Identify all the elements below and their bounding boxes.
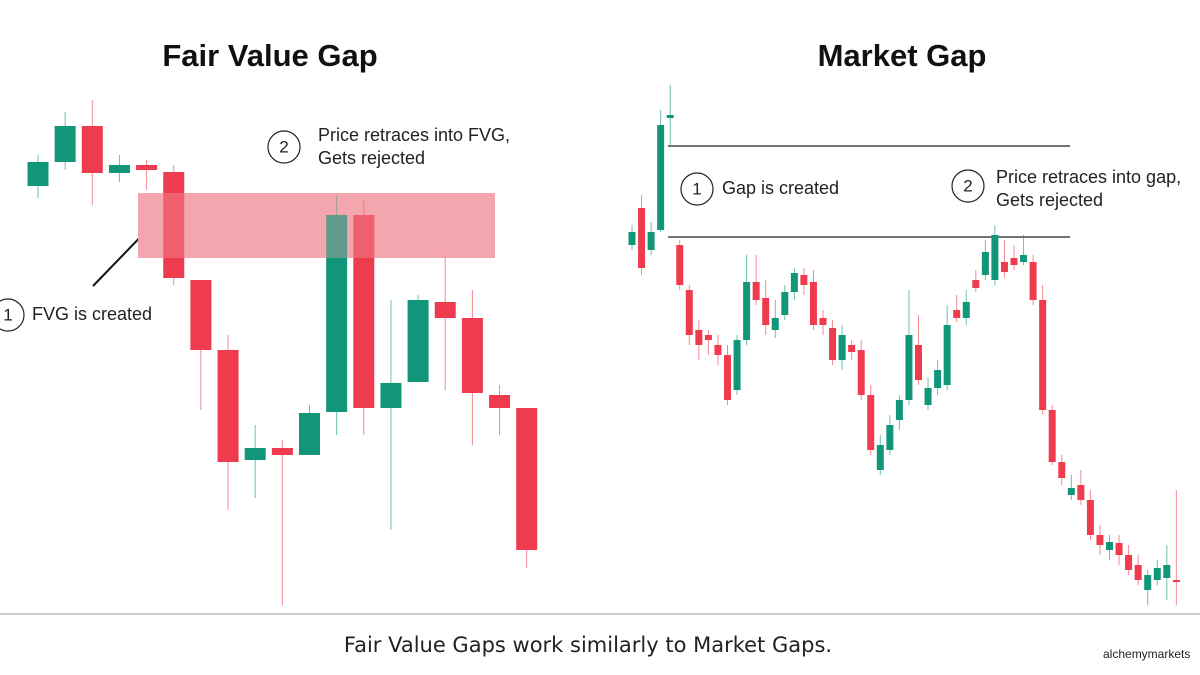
candle-body — [781, 292, 789, 315]
candle-body — [857, 350, 865, 395]
annotation-text: Gap is created — [722, 178, 839, 198]
candle-body — [163, 172, 185, 278]
annotation-text: Gets rejected — [318, 148, 425, 168]
candle-body — [905, 335, 913, 400]
caption: Fair Value Gaps work similarly to Market… — [344, 633, 832, 657]
candle-body — [876, 445, 884, 470]
candle-body — [819, 318, 827, 325]
candle-body — [915, 345, 922, 380]
annotation-circle — [0, 298, 25, 332]
candle-body — [972, 280, 980, 288]
candle-body — [136, 165, 158, 170]
annotation-circle — [951, 169, 985, 203]
candle-body — [991, 235, 999, 280]
candle-body — [895, 400, 903, 420]
candle-body — [762, 298, 770, 325]
candle-body — [516, 408, 538, 550]
annotation-circle — [267, 130, 301, 164]
candle-body — [934, 370, 942, 388]
annotation-text: Gets rejected — [996, 190, 1103, 210]
candle-body — [1067, 488, 1075, 495]
candle-body — [628, 232, 636, 245]
candle-body — [1115, 543, 1123, 555]
candle-body — [752, 282, 760, 300]
candle-body — [1039, 300, 1047, 410]
candle-body — [326, 215, 348, 412]
candle-body — [1000, 262, 1008, 272]
candle-body — [489, 395, 511, 408]
candle-body — [771, 318, 779, 330]
annotation-number: 2 — [963, 176, 972, 195]
candle-body — [1048, 410, 1056, 462]
candle-body — [886, 425, 894, 450]
annotation-number: 1 — [3, 305, 12, 324]
candle-body — [271, 448, 293, 455]
candle-body — [800, 275, 808, 285]
candle-body — [1086, 500, 1094, 535]
candle-body — [1125, 555, 1133, 570]
fvg-zone — [138, 193, 495, 258]
candle-body — [838, 335, 846, 360]
annotation-text: FVG is created — [32, 304, 152, 324]
candle-body — [647, 232, 655, 250]
candle-body — [743, 282, 751, 340]
annotation-circle — [680, 172, 714, 206]
candle-body — [1134, 565, 1142, 580]
candle-body — [299, 413, 320, 455]
candle-body — [733, 340, 741, 390]
candle-body — [1010, 258, 1018, 265]
candle-body — [27, 162, 49, 186]
candle-body — [962, 302, 970, 318]
candle-body — [1058, 462, 1066, 478]
candle-body — [1029, 262, 1037, 300]
candle-body — [685, 290, 693, 335]
annotation-number: 1 — [692, 179, 701, 198]
candle-body — [1077, 485, 1085, 500]
candle-body — [714, 345, 722, 355]
candle-body — [54, 126, 76, 162]
candle-body — [81, 126, 103, 173]
candle-body — [666, 115, 674, 118]
candle-body — [217, 350, 239, 462]
candle-body — [1153, 568, 1161, 580]
candle-body — [953, 310, 961, 318]
annotation-number: 2 — [279, 137, 288, 156]
candle-body — [676, 245, 684, 285]
candle-body — [108, 165, 130, 173]
candle-body — [1163, 565, 1171, 578]
candle-body — [695, 330, 703, 345]
candle-body — [407, 300, 429, 382]
candle-body — [244, 448, 266, 460]
candle-body — [790, 273, 798, 292]
candle-body — [1144, 575, 1152, 590]
candle-body — [981, 252, 989, 275]
candle-body — [724, 355, 731, 400]
candle-body — [943, 325, 951, 385]
chart-title: Fair Value Gap — [162, 38, 377, 73]
annotation-text: Price retraces into FVG, — [318, 125, 510, 145]
candle-body — [829, 328, 837, 360]
candle-body — [1020, 255, 1028, 262]
candle-body — [924, 388, 932, 405]
candle-body — [353, 215, 375, 408]
candle-body — [190, 280, 212, 350]
candle-body — [1106, 542, 1113, 550]
candle-body — [809, 282, 817, 325]
candle-body — [657, 125, 665, 230]
fvg-zone-overlay — [138, 193, 495, 258]
watermark: alchemymarkets — [1103, 647, 1190, 661]
candle-body — [1096, 535, 1104, 545]
candle-body — [704, 335, 712, 340]
annotation-text: Price retraces into gap, — [996, 167, 1181, 187]
candle-body — [638, 208, 646, 268]
candle-body — [1172, 580, 1180, 582]
candle-body — [380, 383, 402, 408]
candle-body — [461, 318, 483, 393]
candle-body — [848, 345, 856, 352]
chart-title: Market Gap — [818, 38, 987, 73]
candle-body — [434, 302, 456, 318]
candle-body — [867, 395, 875, 450]
